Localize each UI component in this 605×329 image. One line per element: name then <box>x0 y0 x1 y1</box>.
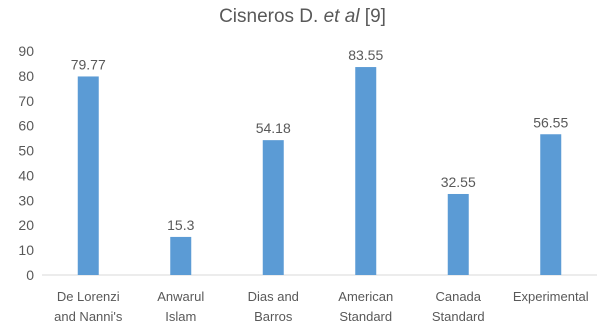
y-tick-label: 90 <box>18 43 34 59</box>
y-tick-label: 50 <box>18 143 34 159</box>
x-tick-label: Experimental <box>513 289 589 304</box>
x-tick-label: Islam <box>165 309 196 324</box>
x-tick-label: Anwarul <box>157 289 204 304</box>
y-tick-label: 30 <box>18 192 34 208</box>
x-tick-label: Standard <box>339 309 392 324</box>
x-tick-label: and Nanni's <box>54 309 123 324</box>
data-label: 32.55 <box>441 174 476 190</box>
bar <box>540 134 562 275</box>
data-label: 54.18 <box>256 120 291 136</box>
chart-title-suffix: [9] <box>359 6 386 27</box>
bar <box>447 193 469 275</box>
data-label: 15.3 <box>167 217 194 233</box>
y-tick-label: 70 <box>18 93 34 109</box>
data-label: 83.55 <box>348 47 383 63</box>
bar <box>355 67 377 275</box>
y-tick-label: 10 <box>18 242 34 258</box>
chart-title-italic: et al <box>323 6 360 27</box>
y-tick-label: 20 <box>18 217 34 233</box>
chart-title-prefix: Cisneros D. <box>219 6 324 27</box>
y-tick-label: 0 <box>26 267 34 283</box>
x-tick-label: Barros <box>254 309 293 324</box>
y-tick-label: 40 <box>18 167 34 183</box>
x-tick-label: Dias and <box>248 289 299 304</box>
data-label: 79.77 <box>71 56 106 72</box>
x-tick-label: American <box>338 289 393 304</box>
x-tick-label: De Lorenzi <box>57 289 120 304</box>
x-tick-label: Canada <box>435 289 481 304</box>
y-tick-label: 80 <box>18 68 34 84</box>
x-tick-label: Standard <box>432 309 485 324</box>
bar <box>170 236 192 275</box>
chart-title: Cisneros D. et al [9] <box>0 6 605 28</box>
bar <box>77 76 99 275</box>
data-label: 56.55 <box>533 114 568 130</box>
y-tick-label: 60 <box>18 118 34 134</box>
bar <box>262 140 284 275</box>
